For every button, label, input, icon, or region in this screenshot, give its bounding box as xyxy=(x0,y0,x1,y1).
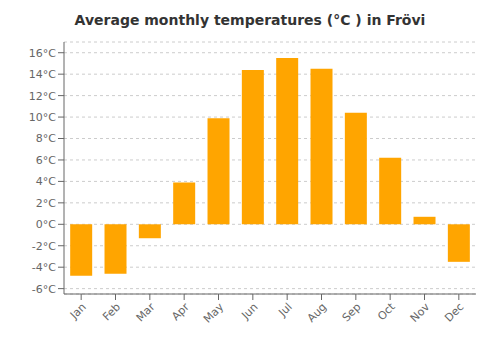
svg-text:2°C: 2°C xyxy=(36,197,56,210)
html-text:Average monthly temperatures (: Average monthly temperatures (°C ) in Fr… xyxy=(74,12,426,28)
svg-text:14°C: 14°C xyxy=(29,68,56,81)
svg-text:Jul: Jul xyxy=(276,300,295,319)
svg-text:Aug: Aug xyxy=(305,300,329,324)
svg-text:Mar: Mar xyxy=(134,300,158,324)
svg-text:Jun: Jun xyxy=(238,300,260,322)
svg-text:Sep: Sep xyxy=(340,300,364,324)
svg-text:6°C: 6°C xyxy=(36,154,56,167)
svg-text:-6°C: -6°C xyxy=(32,283,56,296)
svg-text:Nov: Nov xyxy=(408,300,433,325)
svg-text:Jan: Jan xyxy=(67,300,89,322)
svg-text:Dec: Dec xyxy=(442,300,466,324)
svg-text:10°C: 10°C xyxy=(29,111,56,124)
svg-text:8°C: 8°C xyxy=(36,132,56,145)
svg-text:4°C: 4°C xyxy=(36,175,56,188)
svg-text:0°C: 0°C xyxy=(36,218,56,231)
svg-text:Apr: Apr xyxy=(169,300,192,323)
svg-text:12°C: 12°C xyxy=(29,90,56,103)
svg-text:-2°C: -2°C xyxy=(32,240,56,253)
svg-text:May: May xyxy=(201,300,227,326)
svg-text:-4°C: -4°C xyxy=(32,261,56,274)
svg-text:Oct: Oct xyxy=(375,300,398,323)
svg-text:16°C: 16°C xyxy=(29,47,56,60)
svg-text:Feb: Feb xyxy=(100,300,123,323)
